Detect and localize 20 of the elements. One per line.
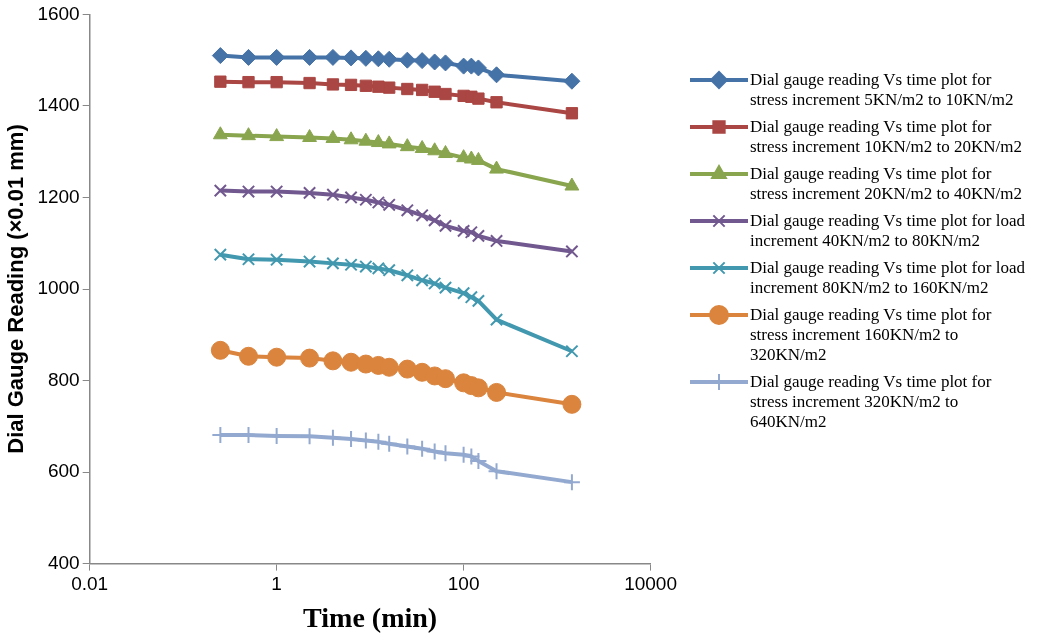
- y-tick-label: 400: [47, 551, 80, 573]
- legend-label: Dial gauge reading Vs time plot for stress increment 10KN/m2 to 20KN/m2: [750, 117, 1023, 157]
- x-tick-label: 0.01: [71, 573, 109, 595]
- y-tick-label: 1600: [37, 2, 80, 24]
- y-tick-label: 800: [47, 368, 80, 390]
- y-tick-label: 600: [47, 460, 80, 482]
- y-tick-label: 1400: [37, 94, 80, 116]
- legend-label: Dial gauge reading Vs time plot for stress increment 160KN/m2 to 320KN/m2: [750, 305, 993, 365]
- x-tick-label: 100: [447, 573, 480, 595]
- y-tick-label: 1200: [37, 185, 80, 207]
- y-axis-title: Dial Gauge Reading (×0.01 mm): [3, 124, 29, 454]
- y-tick-label: 1000: [37, 277, 80, 299]
- legend-label: Dial gauge reading Vs time plot for stress increment 20KN/m2 to 40KN/m2: [750, 164, 1023, 204]
- legend-label: Dial gauge reading Vs time plot for load increment 40KN/m2 to 80KN/m2: [750, 211, 1025, 251]
- legend-label: Dial gauge reading Vs time plot for stress increment 320KN/m2 to 640KN/m2: [750, 372, 993, 432]
- x-tick-label: 1: [271, 573, 282, 595]
- legend-label: Dial gauge reading Vs time plot for stress increment 5KN/m2 to 10KN/m2: [750, 70, 1015, 110]
- legend-label: Dial gauge reading Vs time plot for load increment 80KN/m2 to 160KN/m2: [750, 258, 1025, 298]
- x-tick-label: 10000: [624, 573, 677, 595]
- x-axis-title: Time (min): [303, 602, 438, 634]
